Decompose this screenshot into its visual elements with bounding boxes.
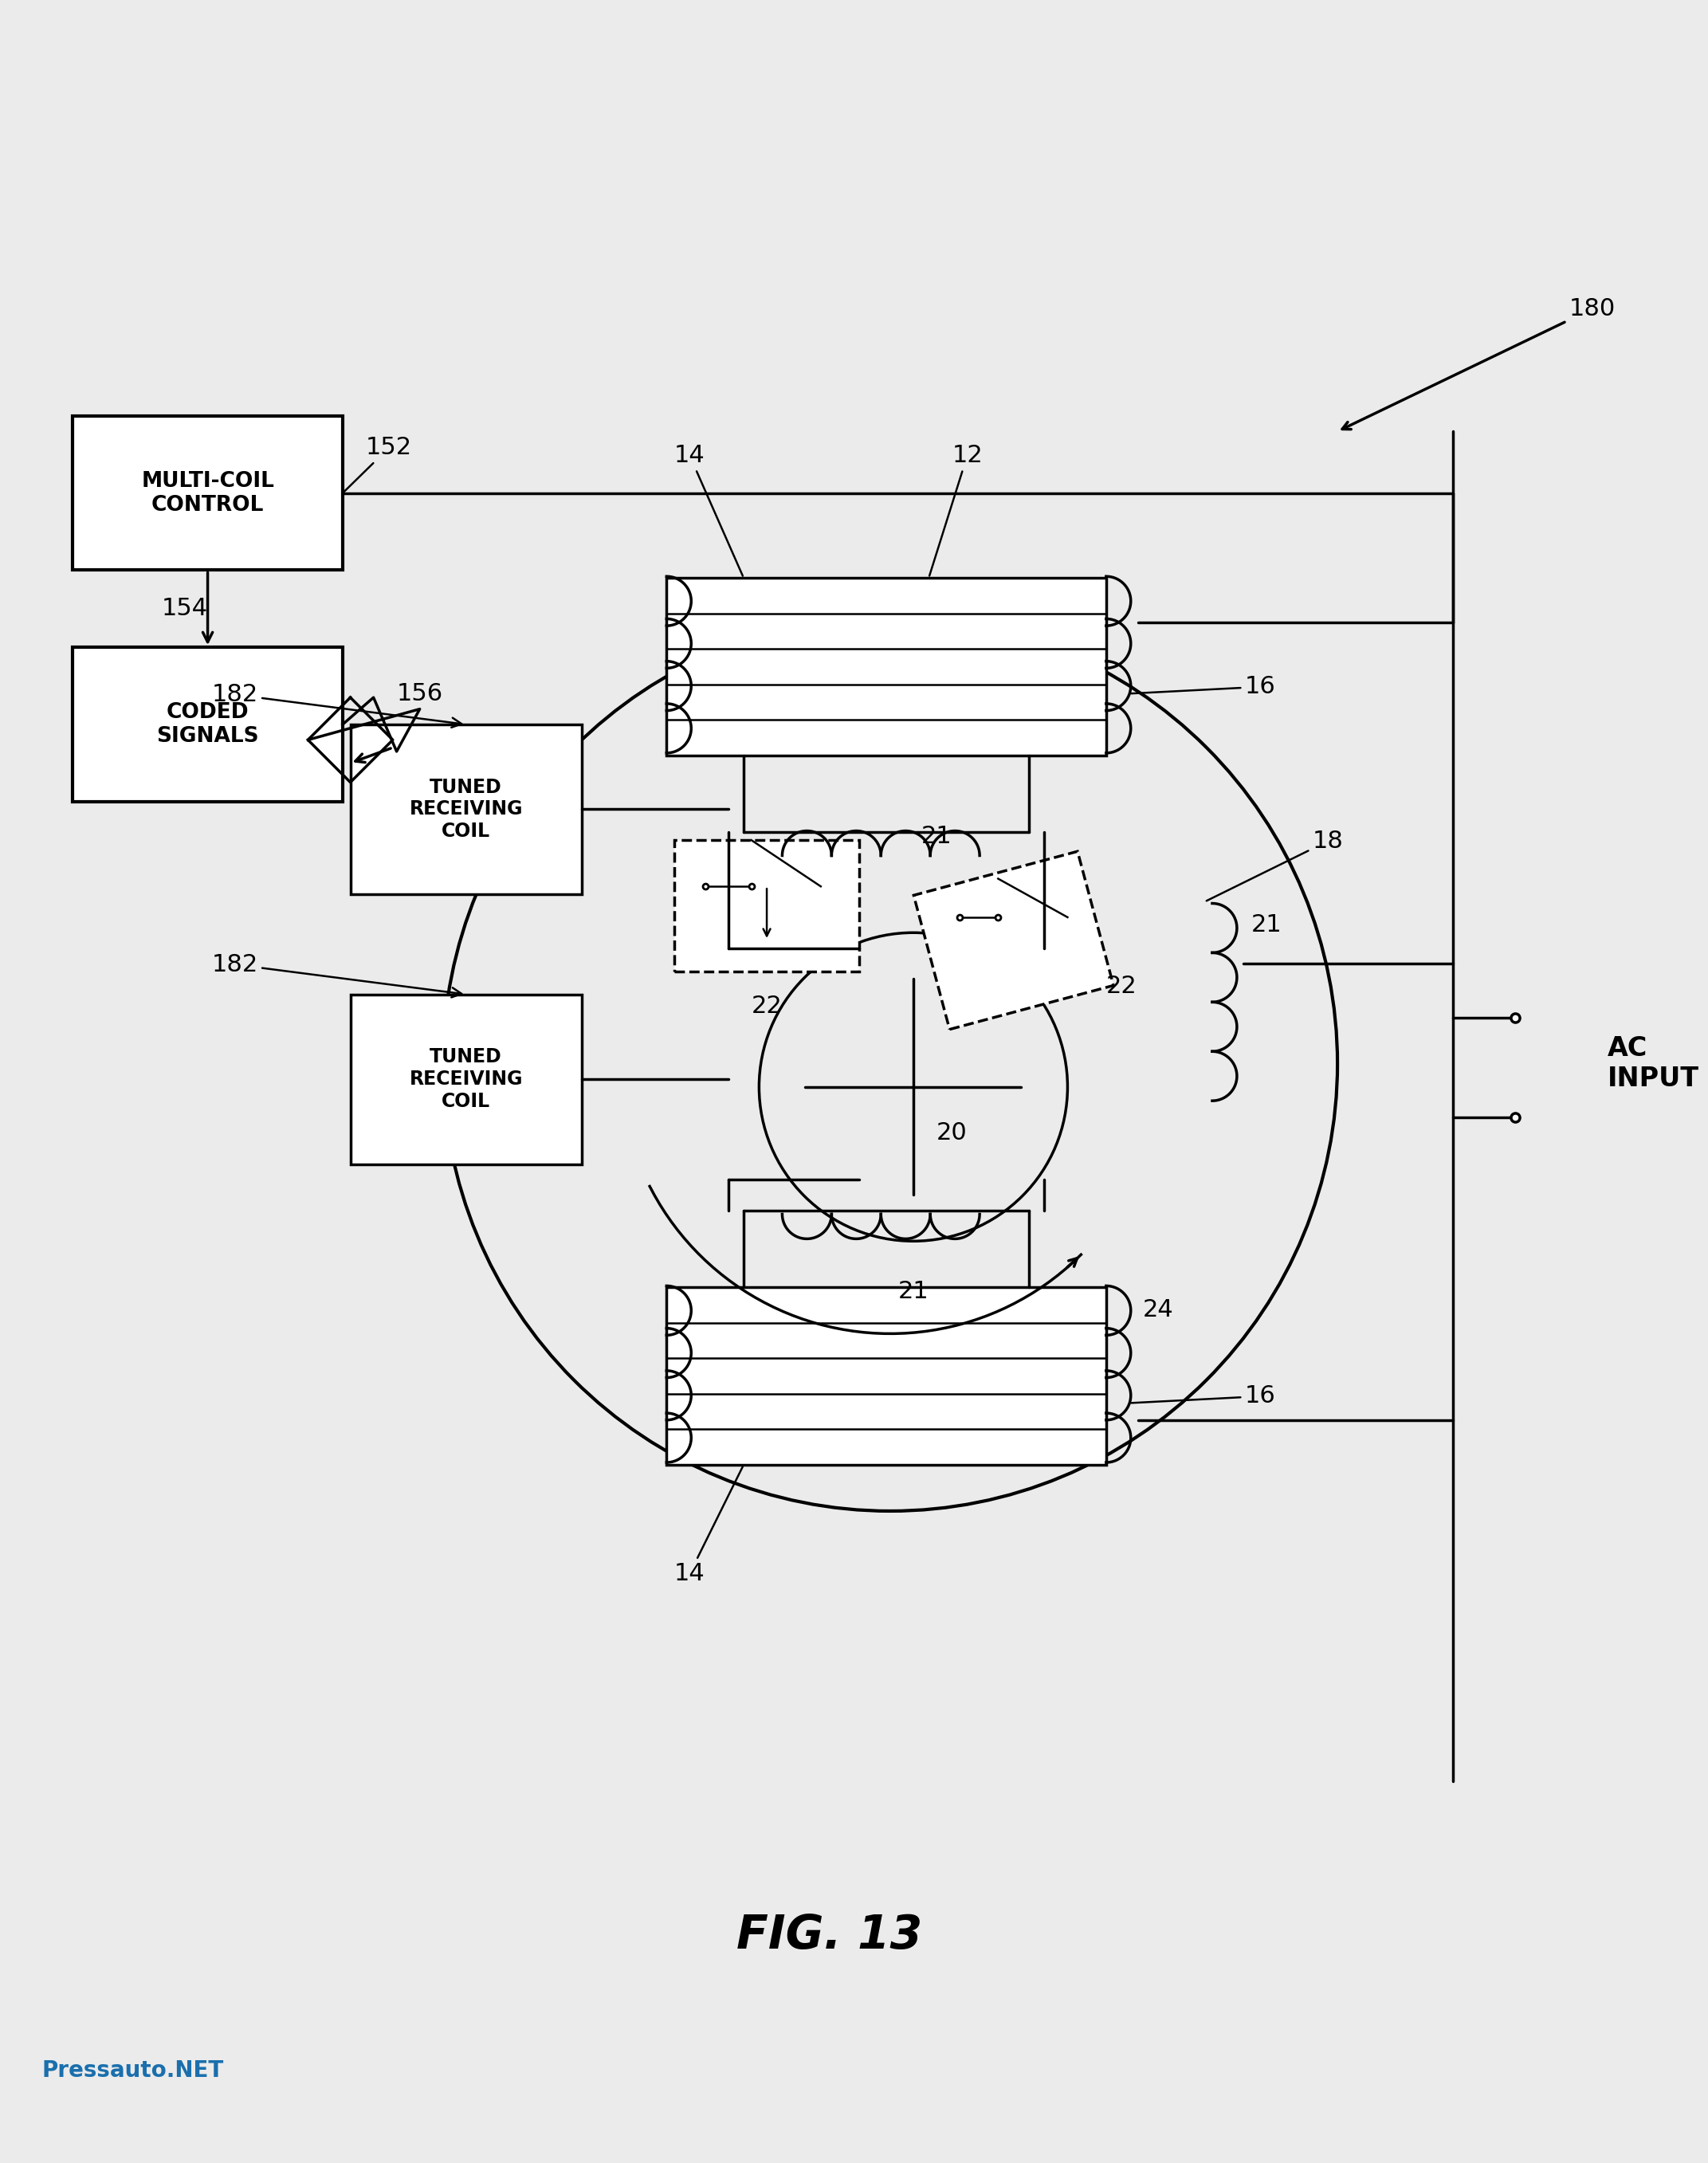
Text: 21: 21	[898, 1280, 929, 1302]
Bar	[675, 839, 859, 971]
Text: 16: 16	[1131, 675, 1276, 699]
Bar	[350, 995, 582, 1164]
Text: FIG. 13: FIG. 13	[736, 1912, 922, 1958]
Text: 14: 14	[675, 443, 743, 575]
Bar	[350, 725, 582, 893]
Bar	[914, 852, 1114, 1030]
Text: 21: 21	[1250, 913, 1281, 937]
Text: 22: 22	[1107, 976, 1138, 997]
Text: 156: 156	[396, 681, 442, 705]
Text: 22: 22	[752, 995, 782, 1017]
Bar	[666, 578, 1107, 755]
Text: 180: 180	[1342, 298, 1616, 428]
Text: 16: 16	[1131, 1384, 1276, 1408]
Text: TUNED
RECEIVING
COIL: TUNED RECEIVING COIL	[410, 777, 523, 841]
Text: 152: 152	[345, 437, 412, 491]
Text: 182: 182	[212, 684, 461, 727]
Bar	[73, 415, 343, 571]
Text: 21: 21	[921, 824, 951, 848]
Text: 24: 24	[1143, 1298, 1173, 1322]
Bar	[666, 1287, 1107, 1464]
Text: MULTI-COIL
CONTROL: MULTI-COIL CONTROL	[142, 472, 275, 515]
Text: 18: 18	[1206, 831, 1344, 900]
Text: 14: 14	[675, 1467, 743, 1585]
Text: TUNED
RECEIVING
COIL: TUNED RECEIVING COIL	[410, 1047, 523, 1112]
Bar	[73, 647, 343, 802]
Text: 12: 12	[929, 443, 982, 575]
Text: 182: 182	[212, 954, 461, 997]
Text: CODED
SIGNALS: CODED SIGNALS	[157, 703, 260, 746]
Text: 20: 20	[936, 1123, 967, 1144]
Text: 154: 154	[161, 597, 208, 621]
Text: Pressauto.NET: Pressauto.NET	[43, 2059, 224, 2081]
Text: AC
INPUT: AC INPUT	[1607, 1036, 1699, 1092]
